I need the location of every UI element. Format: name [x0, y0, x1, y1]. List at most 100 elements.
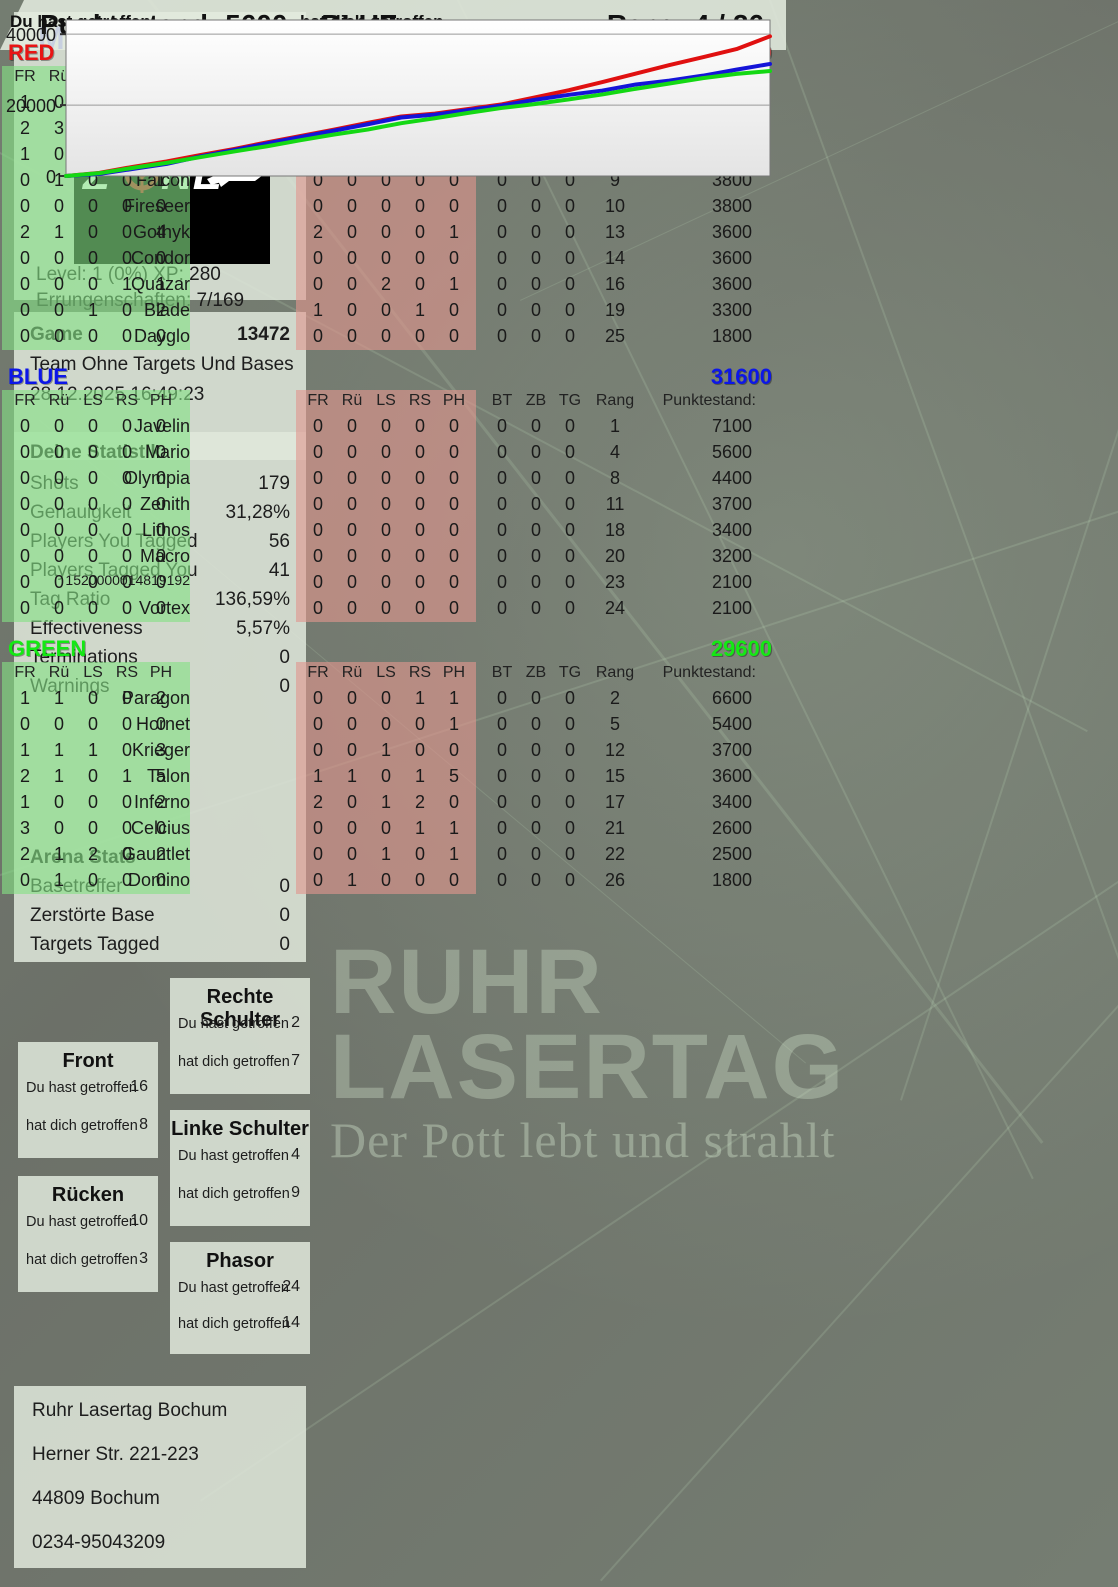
cell-hit: 0: [155, 598, 166, 618]
cell-rang: 17: [604, 792, 626, 812]
cell-hit: 0: [87, 326, 98, 346]
bodypart-taken-label-front: hat dich getroffen: [26, 1118, 138, 1134]
cell-punktestand: 3200: [711, 546, 752, 566]
cell-rang: 8: [609, 468, 620, 488]
cell-rang: 26: [604, 870, 626, 890]
cell-rang: 2: [609, 688, 620, 708]
cell-punktestand: 5600: [711, 442, 752, 462]
bodypart-title-phasor: Phasor: [206, 1250, 274, 1272]
cell-taken: 0: [380, 196, 391, 216]
cell-extra: 0: [496, 416, 507, 436]
stat-value-you-tagged: 56: [268, 531, 290, 552]
cell-extra: 0: [564, 326, 575, 346]
cell-extra: 0: [496, 688, 507, 708]
cell-hit: 0: [19, 416, 30, 436]
cell-extra: 0: [564, 442, 575, 462]
cell-taken: 0: [380, 546, 391, 566]
cell-taken: 0: [414, 274, 425, 294]
cell-extra: 0: [496, 222, 507, 242]
bodypart-hit-label-back: Du hast getroffen: [26, 1214, 137, 1230]
cell-extra: 0: [496, 766, 507, 786]
cell-punktestand: 2600: [711, 818, 752, 838]
you-tagged-block-blue: [2, 390, 190, 622]
col-header-taken-FR: FR: [307, 392, 329, 409]
bodypart-box-right-shoulder: Rechte Schulter Du hast getroffen 2 hat …: [170, 978, 310, 1094]
cell-taken: 0: [312, 870, 323, 890]
cell-taken: 0: [414, 196, 425, 216]
cell-hit: 0: [121, 494, 132, 514]
cell-hit: 1: [87, 740, 98, 760]
cell-hit: 0: [121, 300, 132, 320]
cell-extra: 0: [530, 688, 541, 708]
bodypart-taken-value-front: 8: [139, 1116, 148, 1133]
cell-extra: 0: [496, 468, 507, 488]
cell-taken: 0: [312, 520, 323, 540]
cell-rang: 21: [604, 818, 626, 838]
cell-hit: 0: [155, 248, 166, 268]
cell-taken: 0: [414, 714, 425, 734]
col-header-hit-Rü: Rü: [48, 392, 70, 409]
cell-rang: 1: [609, 416, 620, 436]
cell-taken: 0: [346, 300, 357, 320]
col-header-taken-RS: RS: [408, 392, 432, 409]
bodypart-title-right-shoulder: Rechte Schulter: [199, 986, 281, 1031]
cell-hit: 0: [53, 196, 64, 216]
stat-value-effectiveness: 5,57%: [236, 618, 290, 639]
cell-extra: 0: [496, 844, 507, 864]
cell-taken: 1: [448, 844, 459, 864]
cell-hit: 0: [121, 598, 132, 618]
cell-taken: 0: [346, 274, 357, 294]
bodypart-taken-value-right-shoulder: 7: [291, 1052, 300, 1069]
cell-extra: 0: [564, 248, 575, 268]
player-name-cell: Inferno: [133, 792, 190, 812]
cell-hit: 0: [87, 442, 98, 462]
cell-taken: 0: [312, 688, 323, 708]
cell-extra: 0: [530, 818, 541, 838]
cell-taken: 0: [380, 442, 391, 462]
cell-hit: 0: [19, 170, 30, 190]
cell-extra: 0: [496, 792, 507, 812]
cell-punktestand: 3600: [711, 222, 752, 242]
cell-taken: 1: [414, 818, 425, 838]
player-name-cell: Quazar: [130, 274, 190, 294]
cell-taken: 0: [312, 740, 323, 760]
cell-taken: 0: [346, 792, 357, 812]
cell-extra: 0: [564, 170, 575, 190]
cell-hit: 0: [155, 326, 166, 346]
cell-extra: 0: [530, 598, 541, 618]
chart-plot-area: [65, 19, 771, 177]
venue-address-panel: Ruhr Lasertag Bochum Herner Str. 221-223…: [14, 1386, 306, 1568]
address-phone: 0234-95043209: [32, 1532, 166, 1553]
player-name-cell: Lithos: [141, 520, 190, 540]
cell-hit: 0: [53, 520, 64, 540]
cell-taken: 0: [346, 494, 357, 514]
cell-hit: 0: [19, 300, 30, 320]
cell-taken: 0: [346, 222, 357, 242]
cell-hit: 0: [53, 92, 64, 112]
bodypart-hit-label-phasor: Du hast getroffen: [178, 1280, 289, 1296]
col-header-taken-LS: LS: [376, 392, 396, 409]
cell-taken: 0: [346, 468, 357, 488]
cell-taken: 0: [346, 572, 357, 592]
cell-extra: 0: [564, 870, 575, 890]
cell-extra: 0: [530, 442, 541, 462]
cell-hit: 0: [53, 326, 64, 346]
cell-extra: 0: [564, 844, 575, 864]
you-tagged-block-green: [2, 662, 190, 894]
cell-hit: 1: [155, 170, 166, 190]
col-header-hit-LS: LS: [83, 392, 103, 409]
player-name-cell: Condor: [130, 248, 190, 268]
cell-taken: 1: [448, 818, 459, 838]
cell-extra: 0: [496, 300, 507, 320]
cell-taken: 0: [448, 196, 459, 216]
cell-taken: 0: [312, 546, 323, 566]
cell-hit: 1: [19, 688, 30, 708]
cell-taken: 0: [414, 870, 425, 890]
cell-hit: 0: [19, 468, 30, 488]
cell-taken: 0: [448, 494, 459, 514]
cell-taken: 1: [380, 844, 391, 864]
cell-taken: 0: [346, 598, 357, 618]
cell-extra: 0: [496, 598, 507, 618]
player-name-cell: 1520000014819192: [65, 572, 190, 588]
arena-label-basedestroyed: Zerstörte Base: [30, 905, 155, 926]
